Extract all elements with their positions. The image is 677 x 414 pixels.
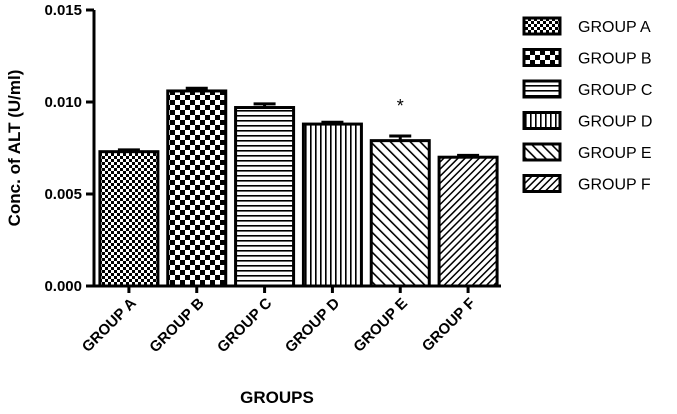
x-tick-labels: GROUP A GROUP B GROUP C GROUP D GROUP E GROUP… [79, 286, 479, 356]
annotations: * [397, 96, 404, 116]
legend-label: GROUP E [578, 145, 652, 162]
bar [98, 150, 160, 288]
x-tick-label: GROUP B [146, 295, 207, 356]
legend-swatch [522, 79, 562, 99]
legend-swatch [522, 111, 562, 130]
y-tick-label: 0.010 [44, 94, 82, 111]
bar [166, 89, 228, 288]
bar [234, 106, 296, 288]
legend-item: GROUP F [522, 174, 651, 194]
legend-swatch [522, 48, 562, 67]
legend: GROUP A GROUP B GROUP C GROUP D GROUP E GROUP… [522, 16, 652, 194]
legend-item: GROUP D [522, 111, 652, 131]
legend-item: GROUP C [522, 79, 652, 99]
bar [369, 139, 431, 288]
x-tick-label: GROUP E [350, 295, 411, 356]
x-tick-label: GROUP F [419, 295, 479, 355]
x-axis-title: GROUPS [240, 388, 314, 407]
bar [301, 122, 363, 288]
y-ticks: 0.000 0.005 0.010 0.015 [44, 2, 94, 295]
x-tick-label: GROUP C [214, 295, 275, 356]
y-tick-label: 0.015 [44, 2, 82, 19]
legend-item: GROUP E [522, 142, 652, 162]
legend-item: GROUP A [522, 16, 651, 36]
legend-label: GROUP F [578, 177, 651, 194]
legend-label: GROUP D [578, 114, 652, 131]
bar [437, 155, 499, 288]
legend-label: GROUP A [578, 19, 651, 36]
legend-swatch [522, 174, 562, 193]
legend-label: GROUP B [578, 51, 652, 68]
legend-label: GROUP C [578, 82, 652, 99]
legend-item: GROUP B [522, 48, 652, 68]
significance-marker: * [397, 96, 404, 116]
legend-swatch [522, 142, 562, 162]
y-axis-title: Conc. of ALT (U/ml) [5, 70, 24, 227]
legend-swatch [522, 16, 562, 36]
bars [98, 86, 499, 288]
x-tick-label: GROUP D [282, 295, 343, 356]
y-tick-label: 0.000 [44, 278, 82, 295]
y-tick-label: 0.005 [44, 186, 82, 203]
x-tick-label: GROUP A [79, 295, 140, 356]
